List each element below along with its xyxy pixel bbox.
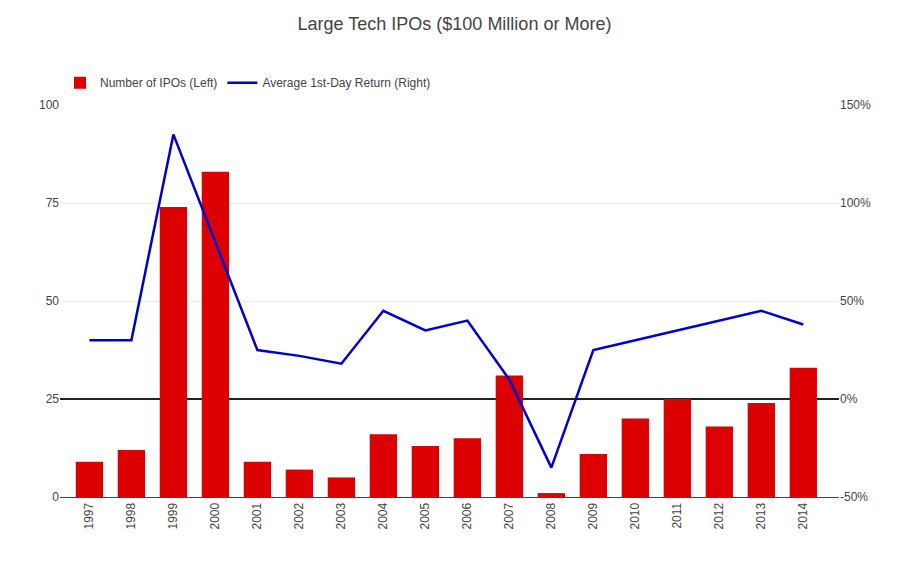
svg-text:0: 0 <box>52 490 59 504</box>
svg-text:2012: 2012 <box>712 502 726 529</box>
svg-text:2006: 2006 <box>460 502 474 529</box>
svg-text:-50%: -50% <box>840 490 868 504</box>
svg-text:25: 25 <box>46 392 60 406</box>
svg-text:100: 100 <box>39 98 59 112</box>
svg-text:2010: 2010 <box>628 502 642 529</box>
svg-text:2013: 2013 <box>754 502 768 529</box>
svg-text:2014: 2014 <box>796 502 810 529</box>
svg-text:2002: 2002 <box>292 502 306 529</box>
svg-text:2004: 2004 <box>376 502 390 529</box>
svg-text:2003: 2003 <box>334 502 348 529</box>
svg-text:2008: 2008 <box>544 502 558 529</box>
svg-text:1999: 1999 <box>166 502 180 529</box>
svg-text:150%: 150% <box>840 98 871 112</box>
svg-text:1997: 1997 <box>82 502 96 529</box>
svg-text:Number of IPOs (Left): Number of IPOs (Left) <box>100 76 217 90</box>
svg-text:100%: 100% <box>840 196 871 210</box>
svg-text:1998: 1998 <box>124 502 138 529</box>
svg-text:0%: 0% <box>840 392 858 406</box>
svg-text:2000: 2000 <box>208 502 222 529</box>
svg-text:Large Tech IPOs ($100 Million: Large Tech IPOs ($100 Million or More) <box>298 14 612 34</box>
svg-text:2001: 2001 <box>250 502 264 529</box>
svg-text:2011: 2011 <box>670 502 684 528</box>
svg-text:2005: 2005 <box>418 502 432 529</box>
svg-text:2007: 2007 <box>502 502 516 529</box>
svg-text:75: 75 <box>46 196 60 210</box>
svg-text:50%: 50% <box>840 294 864 308</box>
svg-text:Average 1st-Day Return (Right): Average 1st-Day Return (Right) <box>262 76 430 90</box>
svg-text:2009: 2009 <box>586 502 600 529</box>
svg-text:50: 50 <box>46 294 60 308</box>
